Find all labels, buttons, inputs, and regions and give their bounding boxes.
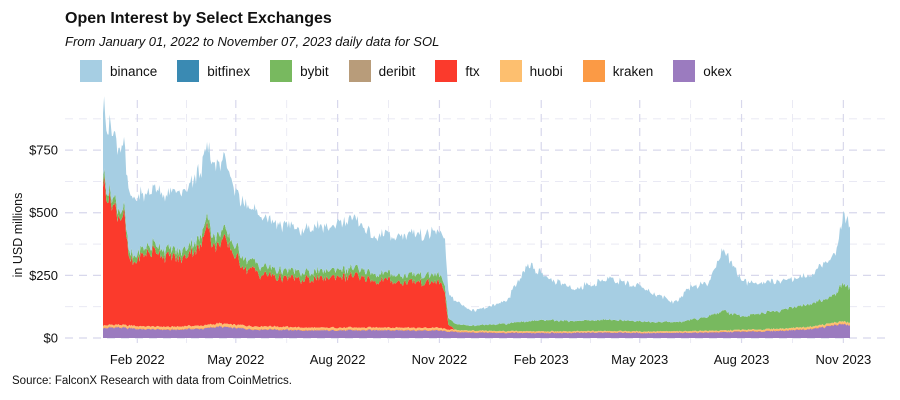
legend-item-okex: okex bbox=[673, 60, 732, 82]
x-tick-label: Aug 2022 bbox=[310, 352, 366, 367]
chart-title: Open Interest by Select Exchanges bbox=[65, 10, 332, 27]
x-axis-ticks: Feb 2022 May 2022 Aug 2022 Nov 2022 Feb 2023… bbox=[110, 352, 871, 367]
legend-item-bitfinex: bitfinex bbox=[177, 60, 250, 82]
y-tick-label: $500 bbox=[29, 205, 58, 220]
legend-item-huobi: huobi bbox=[499, 60, 563, 82]
legend-label: deribit bbox=[378, 63, 416, 79]
stacked-areas bbox=[103, 96, 850, 338]
y-axis-ticks: $0 $250 $500 $750 bbox=[29, 143, 58, 346]
legend-label: bitfinex bbox=[207, 63, 251, 79]
area-ftx bbox=[103, 176, 850, 332]
legend-swatch bbox=[177, 60, 200, 82]
legend-swatch bbox=[499, 60, 522, 82]
chart-subtitle: From January 01, 2022 to November 07, 20… bbox=[65, 34, 440, 49]
legend-swatch bbox=[435, 60, 458, 82]
legend-swatch bbox=[270, 60, 293, 82]
area-binance bbox=[103, 96, 850, 327]
legend-item-deribit: deribit bbox=[348, 60, 416, 82]
legend-label: okex bbox=[703, 63, 732, 79]
x-tick-label: May 2022 bbox=[207, 352, 264, 367]
x-tick-label: Nov 2023 bbox=[816, 352, 872, 367]
legend-swatch bbox=[80, 60, 102, 82]
legend-label: binance bbox=[110, 63, 158, 79]
legend-item-ftx: ftx bbox=[435, 60, 480, 82]
x-tick-label: May 2023 bbox=[611, 352, 668, 367]
legend-item-kraken: kraken bbox=[582, 60, 654, 82]
x-tick-label: Feb 2022 bbox=[110, 352, 165, 367]
y-tick-label: $750 bbox=[29, 143, 58, 158]
legend-swatch bbox=[348, 60, 371, 82]
legend-label: bybit bbox=[300, 63, 329, 79]
y-axis-label: in USD millions bbox=[11, 193, 25, 278]
legend-label: huobi bbox=[529, 63, 563, 79]
legend-item-binance: binance bbox=[80, 60, 157, 82]
area-okex bbox=[103, 323, 850, 338]
x-tick-label: Nov 2022 bbox=[412, 352, 468, 367]
legend-swatch bbox=[582, 60, 605, 82]
x-tick-label: Aug 2023 bbox=[714, 352, 770, 367]
legend-swatch bbox=[673, 60, 696, 82]
source-note: Source: FalconX Research with data from … bbox=[12, 375, 292, 387]
area-bybit bbox=[103, 168, 850, 332]
legend-label: kraken bbox=[612, 63, 654, 79]
legend-label: ftx bbox=[465, 63, 480, 79]
y-tick-label: $250 bbox=[29, 268, 58, 283]
x-tick-label: Feb 2023 bbox=[514, 352, 569, 367]
y-tick-label: $0 bbox=[44, 331, 58, 346]
legend-item-bybit: bybit bbox=[270, 60, 329, 82]
chart-legend: binance bitfinex bybit deribit ftx huobi krake… bbox=[80, 60, 752, 82]
